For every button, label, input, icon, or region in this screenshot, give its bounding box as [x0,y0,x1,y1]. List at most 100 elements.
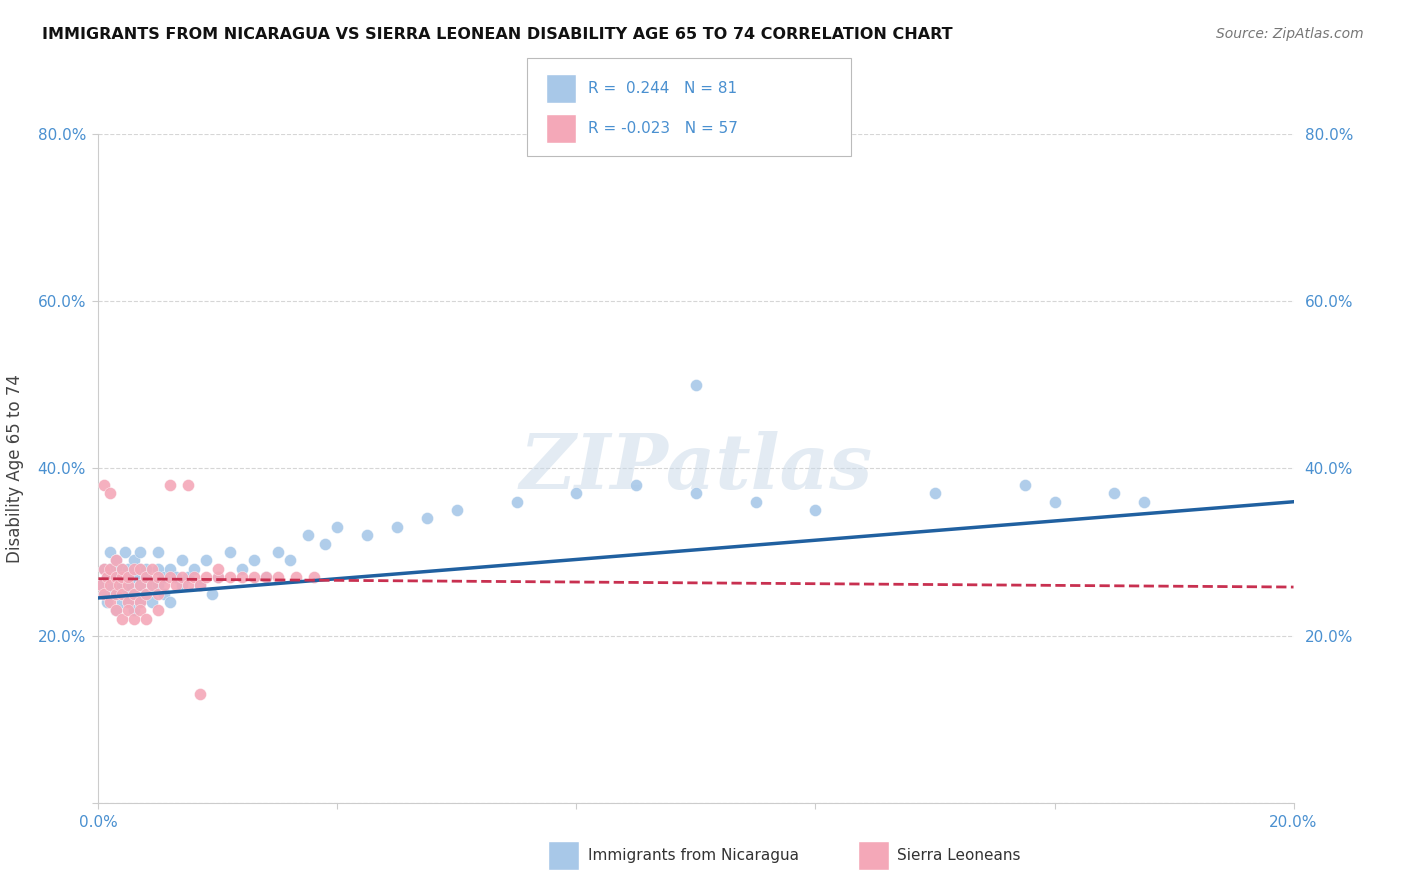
Point [135,570,157,584]
Point [100,595,122,609]
Point [565,486,588,500]
Point [172,578,194,592]
Point [117,595,139,609]
Point [124,570,146,584]
Point [135,612,157,626]
Point [105,587,128,601]
Text: R =  0.244   N = 81: R = 0.244 N = 81 [588,81,737,95]
Point [159,478,181,492]
Point [177,570,200,584]
Point [153,570,176,584]
Point [124,612,146,626]
Point [141,595,163,609]
Point [111,562,134,576]
Point [207,570,229,584]
Point [103,570,125,584]
Point [153,578,176,592]
Point [165,570,187,584]
Point [153,587,176,601]
Point [231,562,253,576]
Point [207,570,229,584]
Text: Immigrants from Nicaragua: Immigrants from Nicaragua [588,848,799,863]
Point [1133,494,1156,508]
Point [100,545,122,559]
Point [124,587,146,601]
Point [172,570,194,584]
Point [129,595,152,609]
Point [111,570,134,584]
Point [111,587,134,601]
Point [111,595,134,609]
Point [100,578,122,592]
Point [267,545,290,559]
Text: Source: ZipAtlas.com: Source: ZipAtlas.com [1216,27,1364,41]
Point [804,503,827,517]
Point [100,578,122,592]
Point [416,511,439,525]
Point [188,687,211,701]
Text: ZIPatlas: ZIPatlas [519,432,873,505]
Point [254,570,277,584]
Point [105,603,128,617]
Point [129,578,152,592]
Point [148,545,170,559]
Point [302,570,325,584]
Point [385,520,409,534]
Text: R = -0.023   N = 57: R = -0.023 N = 57 [588,121,738,136]
Point [159,562,181,576]
Point [284,570,307,584]
Point [297,528,319,542]
Point [96,595,118,609]
Point [103,587,125,601]
Point [177,578,200,592]
Point [129,562,152,576]
Point [315,536,337,550]
Point [135,587,157,601]
Point [129,562,152,576]
Point [111,562,134,576]
Point [219,570,242,584]
Point [685,486,707,500]
Point [117,570,139,584]
Point [626,478,648,492]
Point [745,494,768,508]
Point [93,562,115,576]
Point [117,578,139,592]
Point [165,578,187,592]
Point [129,595,152,609]
Point [326,520,349,534]
Point [111,612,134,626]
Point [93,587,115,601]
Y-axis label: Disability Age 65 to 74: Disability Age 65 to 74 [6,374,24,563]
Point [111,587,134,601]
Point [1104,486,1126,500]
Point [108,578,131,592]
Point [117,562,139,576]
Point [129,603,152,617]
Point [141,578,163,592]
Point [219,545,242,559]
Point [105,570,128,584]
Point [188,578,211,592]
Point [141,578,163,592]
Point [356,528,378,542]
Point [114,545,136,559]
Point [135,562,157,576]
Point [172,553,194,567]
Point [183,562,205,576]
Point [129,578,152,592]
Point [188,578,211,592]
Point [195,570,218,584]
Point [105,553,128,567]
Point [93,562,115,576]
Point [120,578,142,592]
Point [100,486,122,500]
Point [124,553,146,567]
Point [96,570,118,584]
Point [93,587,115,601]
Point [108,562,131,576]
Point [100,562,122,576]
Point [124,562,146,576]
Point [96,570,118,584]
Point [243,553,266,567]
